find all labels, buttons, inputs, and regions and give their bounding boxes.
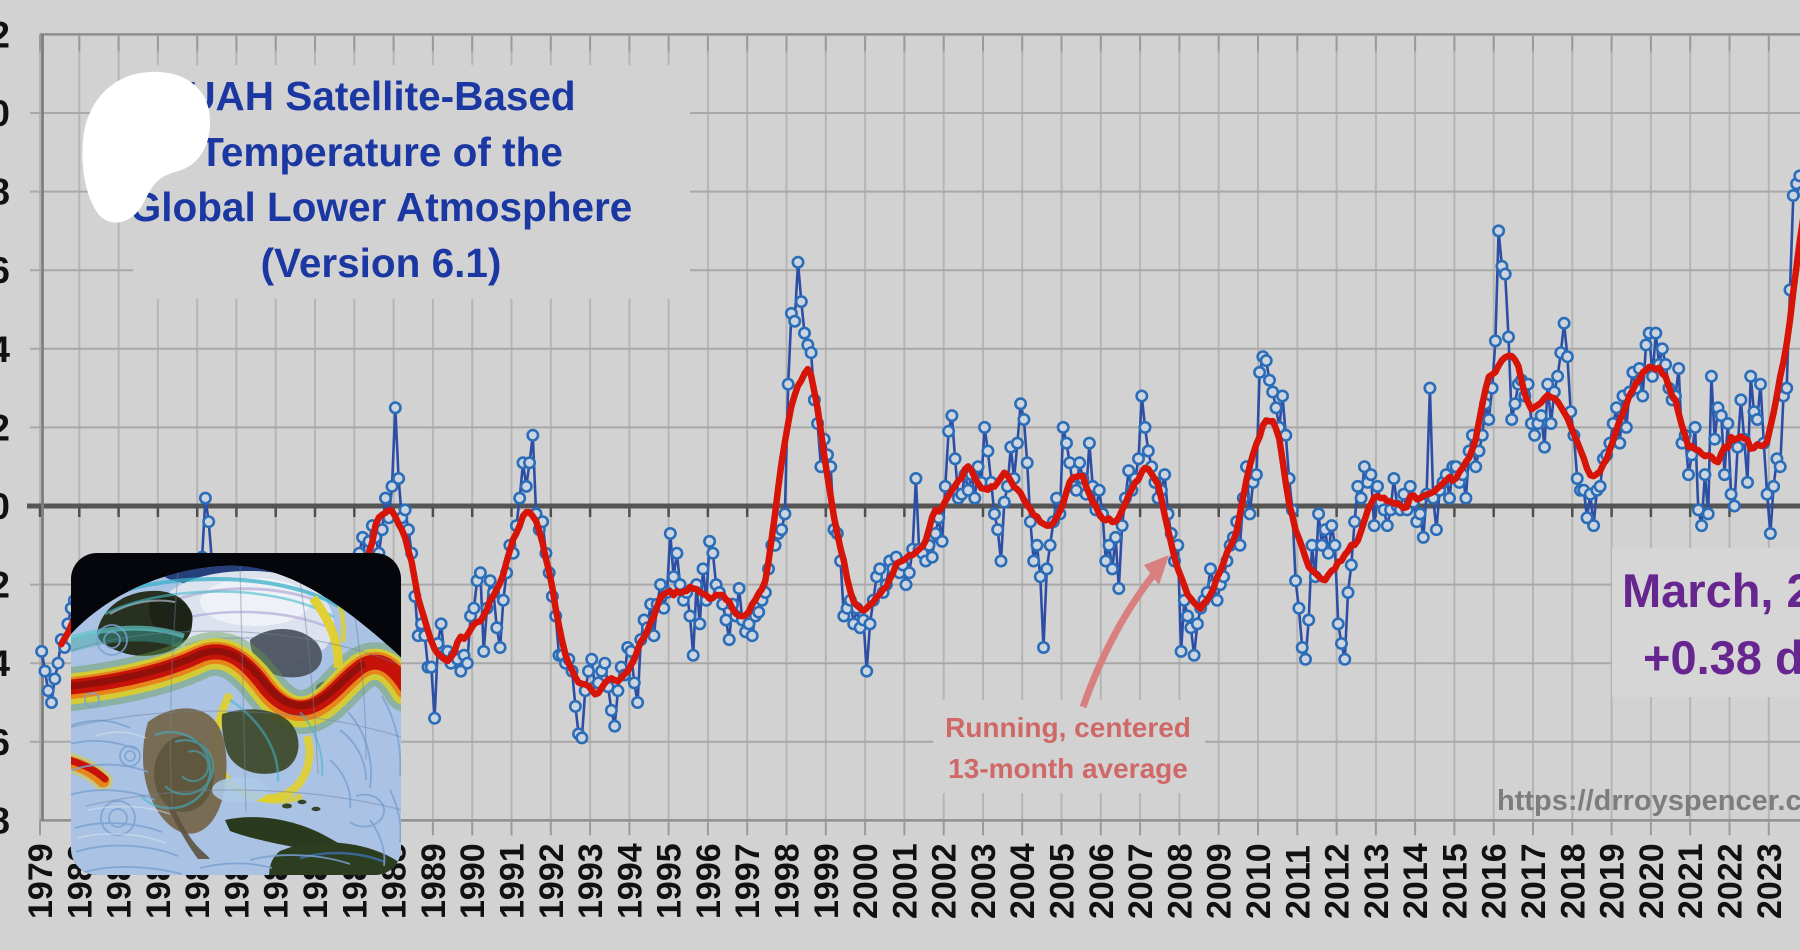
svg-text:Global Lower Atmosphere: Global Lower Atmosphere	[130, 184, 633, 230]
svg-text:2006: 2006	[1083, 843, 1121, 919]
svg-text:4: 4	[0, 329, 10, 370]
svg-text:8: 8	[0, 800, 10, 841]
svg-text:2004: 2004	[1004, 843, 1042, 919]
svg-text:2018: 2018	[1554, 843, 1592, 919]
svg-text:4: 4	[0, 643, 10, 684]
svg-text:2007: 2007	[1122, 843, 1160, 919]
svg-text:2011: 2011	[1279, 845, 1317, 919]
svg-text:13-month average: 13-month average	[948, 753, 1188, 784]
svg-text:2: 2	[0, 565, 10, 606]
svg-text:2005: 2005	[1044, 843, 1082, 919]
svg-text:1990: 1990	[454, 843, 492, 919]
svg-text:March, 2: March, 2	[1622, 564, 1800, 617]
svg-text:0: 0	[0, 486, 10, 527]
svg-text:UAH Satellite-Based: UAH Satellite-Based	[186, 73, 575, 119]
svg-text:2015: 2015	[1436, 843, 1474, 919]
svg-text:1998: 1998	[769, 843, 807, 919]
svg-text:1989: 1989	[415, 843, 453, 919]
svg-text:https://drroyspencer.com: https://drroyspencer.com	[1497, 785, 1800, 817]
svg-text:1996: 1996	[690, 843, 728, 919]
svg-text:6: 6	[0, 722, 10, 763]
svg-text:2020: 2020	[1633, 843, 1671, 919]
svg-text:+0.38 d: +0.38 d	[1643, 631, 1800, 684]
svg-text:2012: 2012	[1319, 843, 1357, 919]
svg-text:6: 6	[0, 250, 10, 291]
svg-text:2023: 2023	[1751, 843, 1789, 919]
svg-text:0: 0	[0, 93, 10, 134]
svg-text:2: 2	[0, 14, 10, 55]
svg-text:(Version 6.1): (Version 6.1)	[261, 240, 502, 286]
svg-text:2000: 2000	[847, 843, 885, 919]
svg-text:2008: 2008	[1161, 843, 1199, 919]
svg-text:1997: 1997	[729, 843, 767, 919]
svg-text:8: 8	[0, 172, 10, 213]
svg-text:1999: 1999	[808, 843, 846, 919]
svg-text:Running, centered: Running, centered	[945, 712, 1191, 743]
svg-text:1993: 1993	[572, 843, 610, 919]
svg-text:Temperature of the: Temperature of the	[199, 129, 563, 175]
svg-text:2014: 2014	[1397, 843, 1435, 919]
svg-text:1994: 1994	[611, 843, 649, 919]
svg-text:2003: 2003	[965, 843, 1003, 919]
svg-text:2009: 2009	[1201, 843, 1239, 919]
svg-text:2010: 2010	[1240, 843, 1278, 919]
svg-text:1992: 1992	[533, 843, 571, 919]
svg-text:2013: 2013	[1358, 843, 1396, 919]
svg-text:2002: 2002	[926, 843, 964, 919]
svg-text:1979: 1979	[22, 843, 60, 919]
svg-text:2022: 2022	[1712, 843, 1750, 919]
svg-text:2021: 2021	[1672, 843, 1710, 919]
svg-text:2001: 2001	[886, 843, 924, 919]
svg-text:1995: 1995	[651, 843, 689, 919]
svg-text:2017: 2017	[1515, 843, 1553, 919]
svg-text:1991: 1991	[494, 843, 532, 919]
svg-text:2: 2	[0, 407, 10, 448]
svg-text:2016: 2016	[1476, 843, 1514, 919]
svg-text:2019: 2019	[1594, 843, 1632, 919]
